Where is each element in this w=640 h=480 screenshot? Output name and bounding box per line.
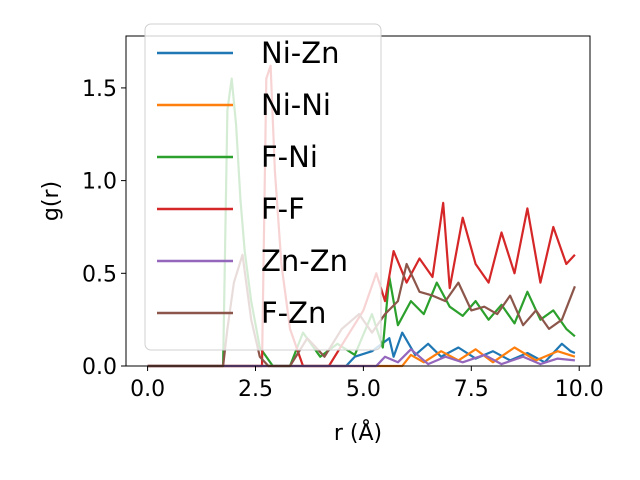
series-line-zn-zn xyxy=(147,348,576,368)
legend-label: Ni-Zn xyxy=(261,36,339,70)
axes: 0.0 2.5 5.0 7.5 10.0 0.0 0.5 1.0 1.5 xyxy=(82,35,604,402)
legend-label: F-F xyxy=(261,192,305,226)
legend-label: F-Zn xyxy=(261,296,326,330)
x-tick-label: 7.5 xyxy=(454,377,489,402)
x-tick-label: 10.0 xyxy=(555,377,604,402)
series-line-ni-ni xyxy=(147,346,576,368)
legend-label: Ni-Ni xyxy=(261,88,331,122)
x-tick-label: 2.5 xyxy=(238,377,273,402)
x-axis-label: r (Å) xyxy=(334,419,382,446)
x-tick-label: 5.0 xyxy=(346,377,381,402)
y-tick-label: 1.0 xyxy=(82,170,117,195)
y-axis-label: g(r) xyxy=(39,181,64,221)
x-tick-label: 0.0 xyxy=(130,377,165,402)
legend-label: Zn-Zn xyxy=(261,244,348,278)
y-tick-label: 0.5 xyxy=(82,262,117,287)
y-tick-label: 0.0 xyxy=(82,355,117,380)
legend-label: F-Ni xyxy=(261,140,318,174)
y-tick-label: 1.5 xyxy=(82,77,117,102)
legend: Ni-Zn Ni-Ni F-Ni F-F Zn-Zn F-Zn xyxy=(144,23,382,351)
